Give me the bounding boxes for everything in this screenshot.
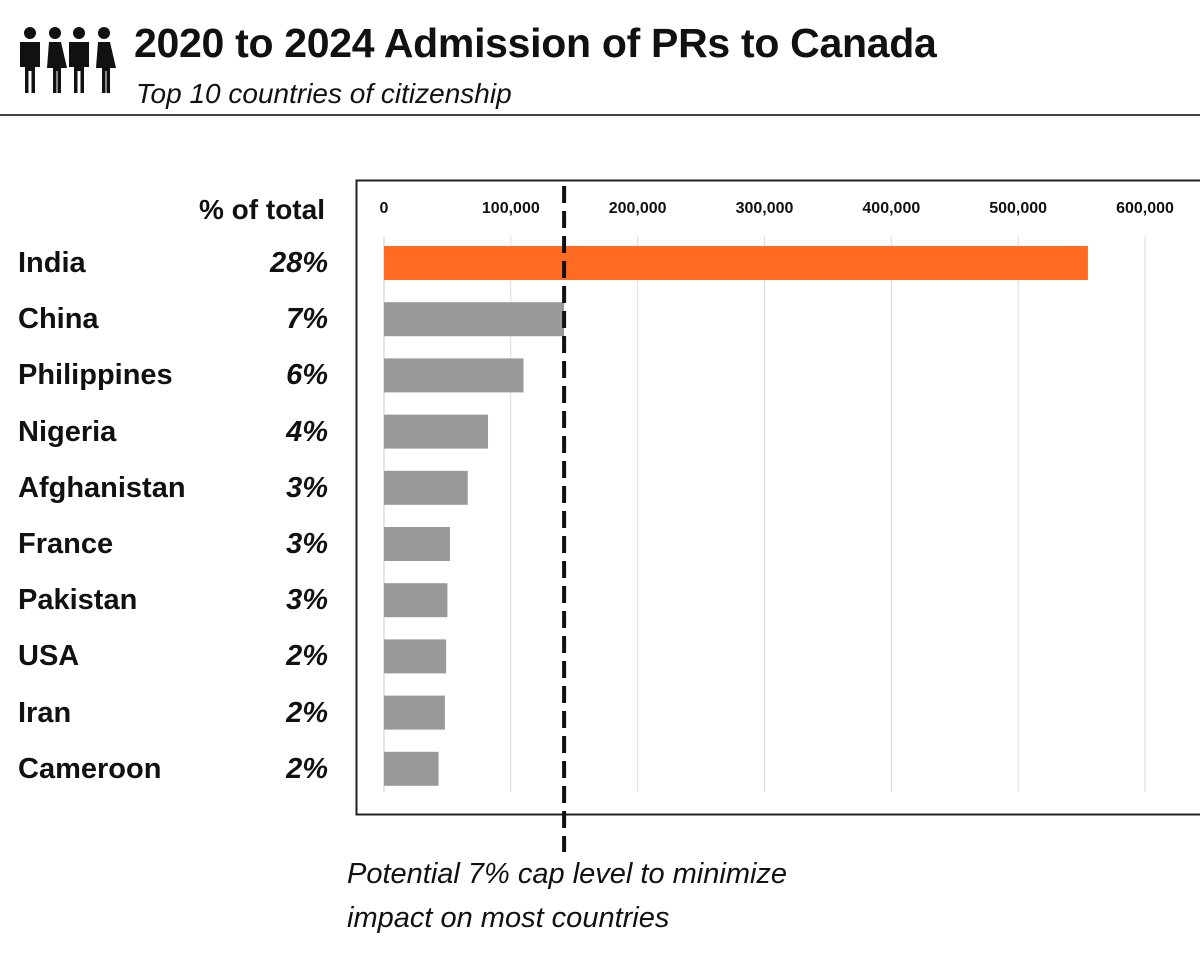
bar-afghanistan	[384, 470, 468, 505]
country-label: Cameroon	[18, 752, 162, 785]
percent-label: 3%	[286, 584, 328, 617]
people-group-icon	[20, 27, 116, 93]
country-label: India	[18, 247, 86, 279]
percent-column-header: % of total	[199, 194, 325, 225]
chart-subtitle: Top 10 countries of citizenship	[136, 78, 512, 109]
bar-usa	[384, 639, 447, 674]
x-tick-label: 300,000	[736, 200, 794, 217]
percent-label: 2%	[286, 640, 328, 673]
cap-annotation-line-1: Potential 7% cap level to minimize	[347, 858, 788, 890]
bar-france	[384, 527, 450, 561]
header-divider	[0, 114, 1200, 116]
bar-iran	[384, 695, 445, 730]
bar-pakistan	[384, 583, 448, 618]
x-tick-label: 500,000	[989, 200, 1047, 217]
x-axis-tick-labels: 0 100,000 200,000 300,000 400,000 500,000 600,…	[380, 200, 1174, 217]
bar-cameroon	[384, 751, 439, 786]
x-tick-label: 200,000	[609, 200, 667, 217]
x-tick-label: 100,000	[482, 200, 540, 217]
country-label: Nigeria	[18, 415, 117, 448]
country-label: USA	[18, 640, 80, 673]
bar-nigeria	[384, 414, 489, 449]
x-tick-label: 0	[380, 200, 389, 217]
percent-label: 2%	[286, 696, 328, 729]
percent-label: 7%	[286, 303, 328, 336]
percent-label: 4%	[286, 415, 328, 448]
percent-label: 2%	[286, 752, 328, 785]
bars	[384, 246, 1088, 786]
cap-annotation: Potential 7% cap level to minimize impac…	[347, 852, 787, 940]
x-tick-label: 400,000	[862, 200, 920, 217]
country-label: Iran	[18, 696, 72, 729]
percent-label: 3%	[286, 528, 328, 560]
bar-philippines	[384, 358, 524, 393]
country-label: France	[18, 528, 114, 560]
plot-area-border	[355, 179, 1200, 816]
country-label: Afghanistan	[18, 471, 186, 504]
chart-title: 2020 to 2024 Admission of PRs to Canada	[134, 20, 937, 66]
cap-annotation-line-2: impact on most countries	[347, 902, 670, 934]
country-label: Pakistan	[18, 584, 138, 617]
percent-label: 3%	[286, 471, 328, 504]
bar-india	[384, 246, 1088, 280]
bar-china	[384, 302, 565, 337]
percent-label: 28%	[269, 247, 328, 279]
country-label: Philippines	[18, 359, 173, 392]
x-tick-label: 600,000	[1116, 200, 1174, 217]
percent-label: 6%	[286, 359, 328, 392]
country-label: China	[18, 303, 99, 336]
